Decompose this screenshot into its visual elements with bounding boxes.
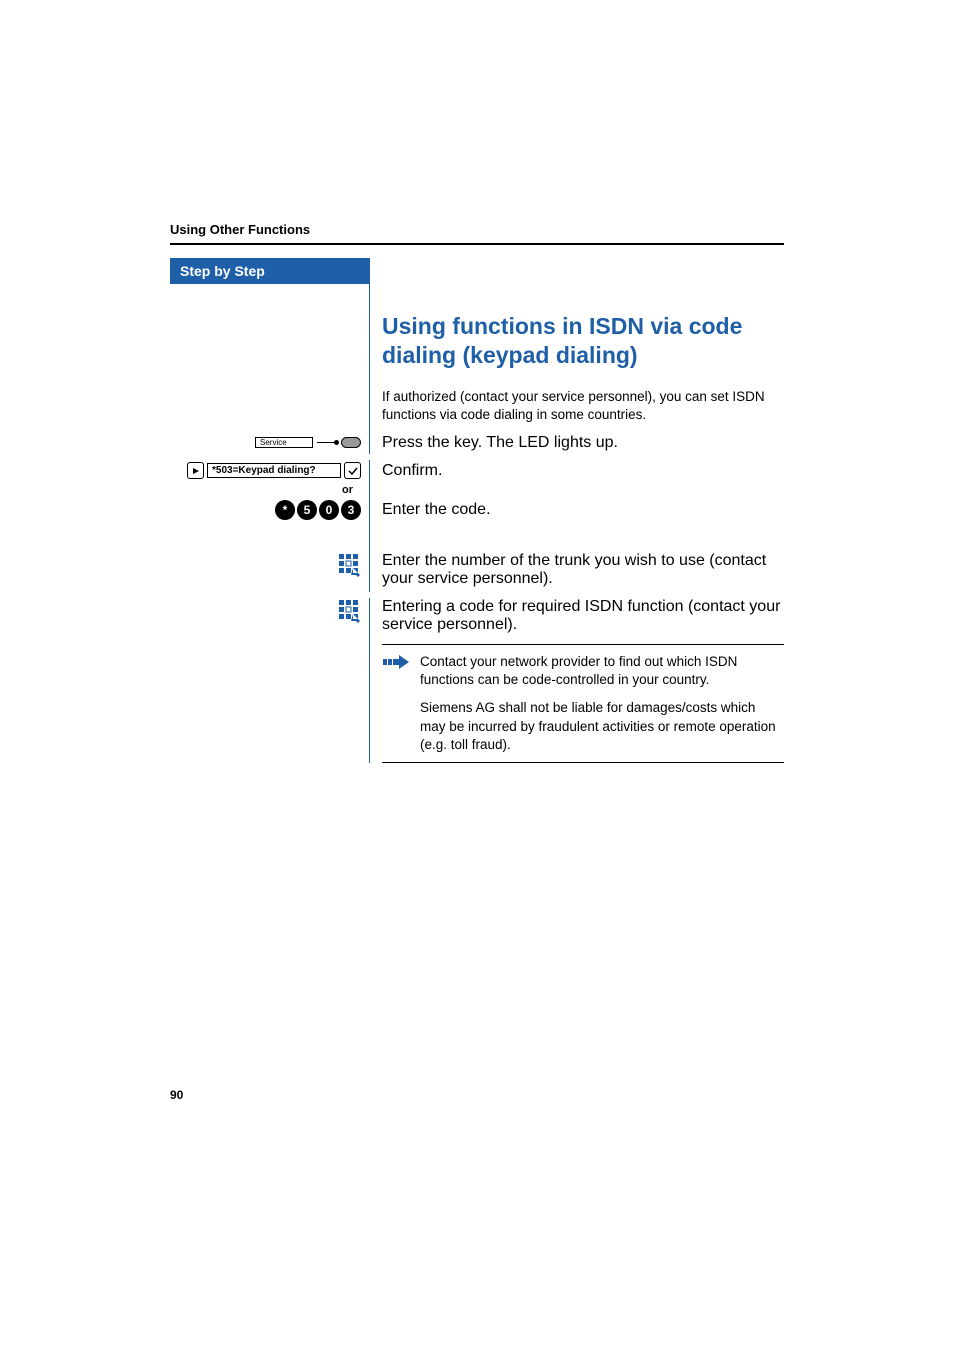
confirm-check-icon	[344, 462, 361, 479]
or-indicator: or	[170, 482, 370, 498]
content: Step by Step Using functions in ISDN via…	[170, 258, 784, 763]
step-indicator: Service	[170, 432, 370, 454]
step-indicator: * 5 0 3	[170, 498, 370, 522]
right-body: Using functions in ISDN via code dialing…	[370, 284, 784, 432]
step-row: Enter the number of the trunk you wish t…	[170, 552, 784, 592]
display-prompt: *503=Keypad dialing?	[187, 462, 361, 479]
step-row: Entering a code for required ISDN functi…	[170, 598, 784, 638]
keypad-icon	[339, 554, 361, 578]
step-text: Enter the code.	[370, 498, 784, 522]
step-row: *503=Keypad dialing? Confirm.	[170, 460, 784, 482]
or-row: or	[170, 482, 784, 498]
note-content: Contact your network provider to find ou…	[420, 653, 784, 754]
led-dot-icon	[334, 440, 339, 445]
spacer	[170, 522, 370, 552]
page: Using Other Functions Step by Step Using…	[0, 0, 954, 1350]
service-key: Service	[255, 437, 361, 448]
step-instruction: Enter the number of the trunk you wish t…	[382, 552, 766, 587]
led-line	[317, 442, 337, 443]
step-instruction: Confirm.	[382, 462, 442, 479]
note-row: Contact your network provider to find ou…	[170, 638, 784, 763]
keypad-icon	[339, 600, 361, 624]
intro-row: Using functions in ISDN via code dialing…	[170, 284, 784, 432]
key-star-icon: *	[275, 500, 295, 520]
step-instruction: Enter the code.	[382, 501, 491, 518]
page-number: 90	[170, 1088, 183, 1102]
key-3-icon: 3	[341, 500, 361, 520]
or-empty	[370, 482, 784, 498]
spacer-row	[170, 522, 784, 552]
step-by-step-label: Step by Step	[170, 258, 370, 284]
left-gutter	[170, 284, 370, 432]
note-arrow-icon	[382, 653, 410, 754]
step-indicator: *503=Keypad dialing?	[170, 460, 370, 482]
key-0-icon: 0	[319, 500, 339, 520]
display-text: *503=Keypad dialing?	[207, 463, 341, 478]
intro-text: If authorized (contact your service pers…	[382, 388, 784, 424]
note-box: Contact your network provider to find ou…	[382, 644, 784, 763]
step-instruction: Press the key. The LED lights up.	[382, 434, 618, 451]
page-title: Using functions in ISDN via code dialing…	[382, 312, 784, 370]
note-paragraph: Siemens AG shall not be liable for damag…	[420, 699, 784, 754]
page-header: Using Other Functions	[170, 222, 784, 245]
or-label: or	[170, 484, 361, 496]
oval-button-icon	[341, 437, 361, 448]
step-text: Press the key. The LED lights up.	[370, 432, 784, 454]
step-indicator	[170, 598, 370, 638]
step-row: Service Press the key. The LED lights up…	[170, 432, 784, 454]
note-body: Contact your network provider to find ou…	[370, 638, 784, 763]
key-5-icon: 5	[297, 500, 317, 520]
service-key-label: Service	[255, 437, 313, 448]
step-text: Entering a code for required ISDN functi…	[370, 598, 784, 638]
step-text: Enter the number of the trunk you wish t…	[370, 552, 784, 592]
section-title: Using Other Functions	[170, 222, 784, 245]
step-instruction: Entering a code for required ISDN functi…	[382, 598, 780, 633]
code-key-sequence: * 5 0 3	[275, 500, 361, 520]
step-text: Confirm.	[370, 460, 784, 482]
note-paragraph: Contact your network provider to find ou…	[420, 653, 784, 689]
scroll-arrow-icon	[187, 462, 204, 479]
note-gutter	[170, 638, 370, 763]
step-row: * 5 0 3 Enter the code.	[170, 498, 784, 522]
spacer	[370, 522, 784, 552]
step-indicator	[170, 552, 370, 592]
